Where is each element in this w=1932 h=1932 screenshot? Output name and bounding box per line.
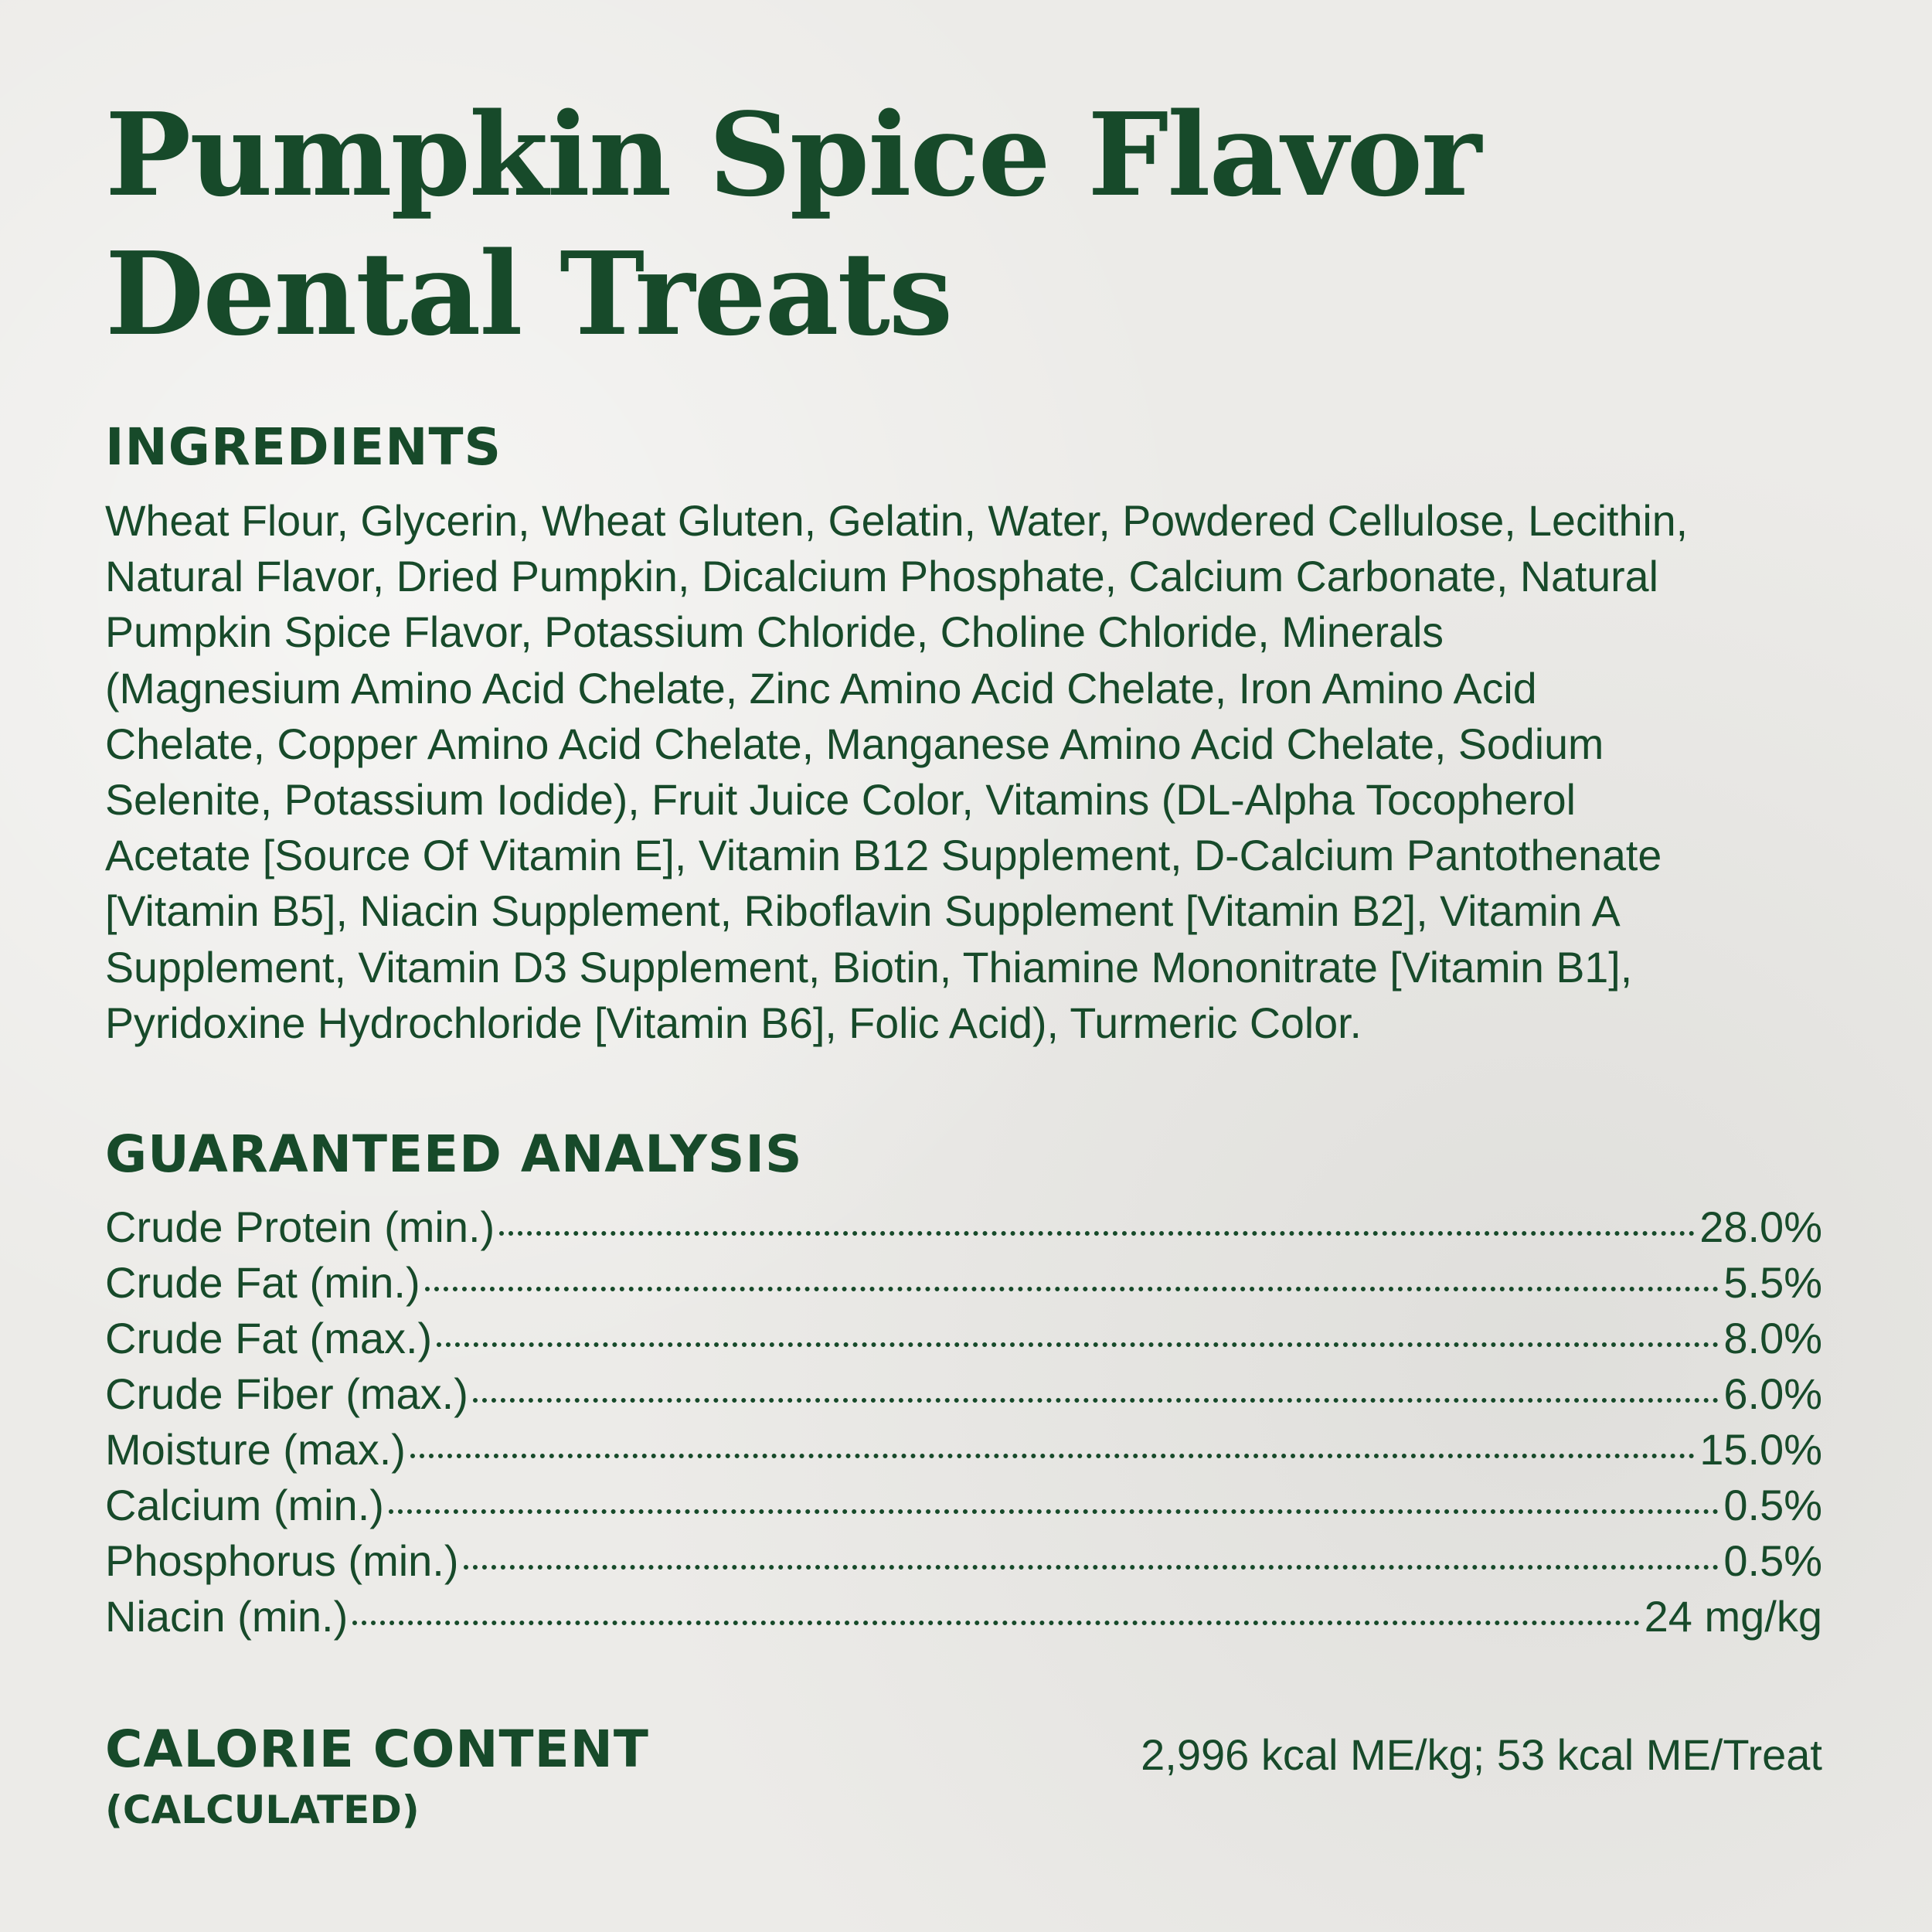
analysis-label: Crude Protein (min.) (105, 1202, 495, 1251)
ingredients-heading: INGREDIENTS (105, 417, 502, 477)
analysis-label: Calcium (min.) (105, 1481, 384, 1529)
title-line-1: Pumpkin Spice Flavor (105, 87, 1481, 222)
analysis-value: 8.0% (1723, 1314, 1822, 1362)
analysis-label: Crude Fiber (max.) (105, 1369, 468, 1418)
ingredients-line: Pyridoxine Hydrochloride [Vitamin B6], F… (105, 998, 1362, 1047)
analysis-value: 5.5% (1723, 1258, 1822, 1307)
ingredients-text: Wheat Flour, Glycerin, Wheat Gluten, Gel… (105, 493, 1836, 1051)
calorie-content-value: 2,996 kcal ME/kg; 53 kcal ME/Treat (1141, 1730, 1822, 1779)
analysis-row: Crude Protein (min.) 28.0% (105, 1202, 1822, 1257)
analysis-value: 0.5% (1723, 1536, 1822, 1585)
dot-leader (410, 1454, 1696, 1458)
analysis-value: 15.0% (1699, 1425, 1822, 1474)
dot-leader (463, 1565, 1719, 1570)
analysis-row: Crude Fat (min.) 5.5% (105, 1257, 1822, 1313)
analysis-value: 6.0% (1723, 1369, 1822, 1418)
analysis-row: Calcium (min.) 0.5% (105, 1480, 1822, 1536)
ingredients-line: [Vitamin B5], Niacin Supplement, Ribofla… (105, 886, 1621, 936)
analysis-label: Crude Fat (max.) (105, 1314, 433, 1362)
analysis-row: Crude Fiber (max.) 6.0% (105, 1369, 1822, 1424)
ingredients-line: Acetate [Source Of Vitamin E], Vitamin B… (105, 831, 1662, 880)
dot-leader (424, 1287, 1719, 1291)
analysis-value: 28.0% (1699, 1202, 1822, 1251)
ingredients-line: Natural Flavor, Dried Pumpkin, Dicalcium… (105, 552, 1658, 601)
ingredients-line: Chelate, Copper Amino Acid Chelate, Mang… (105, 719, 1604, 768)
analysis-value: 24 mg/kg (1644, 1592, 1822, 1641)
guaranteed-analysis-heading: GUARANTEED ANALYSIS (105, 1124, 803, 1184)
ingredients-line: (Magnesium Amino Acid Chelate, Zinc Amin… (105, 663, 1537, 713)
analysis-row: Crude Fat (max.) 8.0% (105, 1313, 1822, 1369)
analysis-label: Phosphorus (min.) (105, 1536, 459, 1585)
analysis-label: Moisture (max.) (105, 1425, 406, 1474)
dot-leader (388, 1509, 1719, 1514)
dot-leader (437, 1342, 1719, 1347)
dot-leader (352, 1621, 1640, 1625)
dot-leader (472, 1398, 1719, 1403)
guaranteed-analysis-list: Crude Protein (min.) 28.0% Crude Fat (min.… (105, 1202, 1822, 1647)
analysis-row: Phosphorus (min.) 0.5% (105, 1536, 1822, 1591)
dot-leader (499, 1231, 1696, 1236)
ingredients-line: Supplement, Vitamin D3 Supplement, Bioti… (105, 942, 1633, 992)
ingredients-line: Pumpkin Spice Flavor, Potassium Chloride… (105, 607, 1444, 657)
calorie-content-heading: CALORIE CONTENT (105, 1719, 649, 1779)
analysis-label: Crude Fat (min.) (105, 1258, 420, 1307)
title-line-2: Dental Treats (105, 226, 953, 361)
calorie-content-subheading: (CALCULATED) (105, 1787, 420, 1832)
analysis-value: 0.5% (1723, 1481, 1822, 1529)
product-title: Pumpkin Spice Flavor Dental Treats (105, 85, 1481, 363)
ingredients-line: Selenite, Potassium Iodide), Fruit Juice… (105, 775, 1577, 825)
ingredients-line: Wheat Flour, Glycerin, Wheat Gluten, Gel… (105, 496, 1689, 545)
analysis-row: Niacin (min.) 24 mg/kg (105, 1591, 1822, 1647)
analysis-row: Moisture (max.) 15.0% (105, 1424, 1822, 1480)
analysis-label: Niacin (min.) (105, 1592, 349, 1641)
